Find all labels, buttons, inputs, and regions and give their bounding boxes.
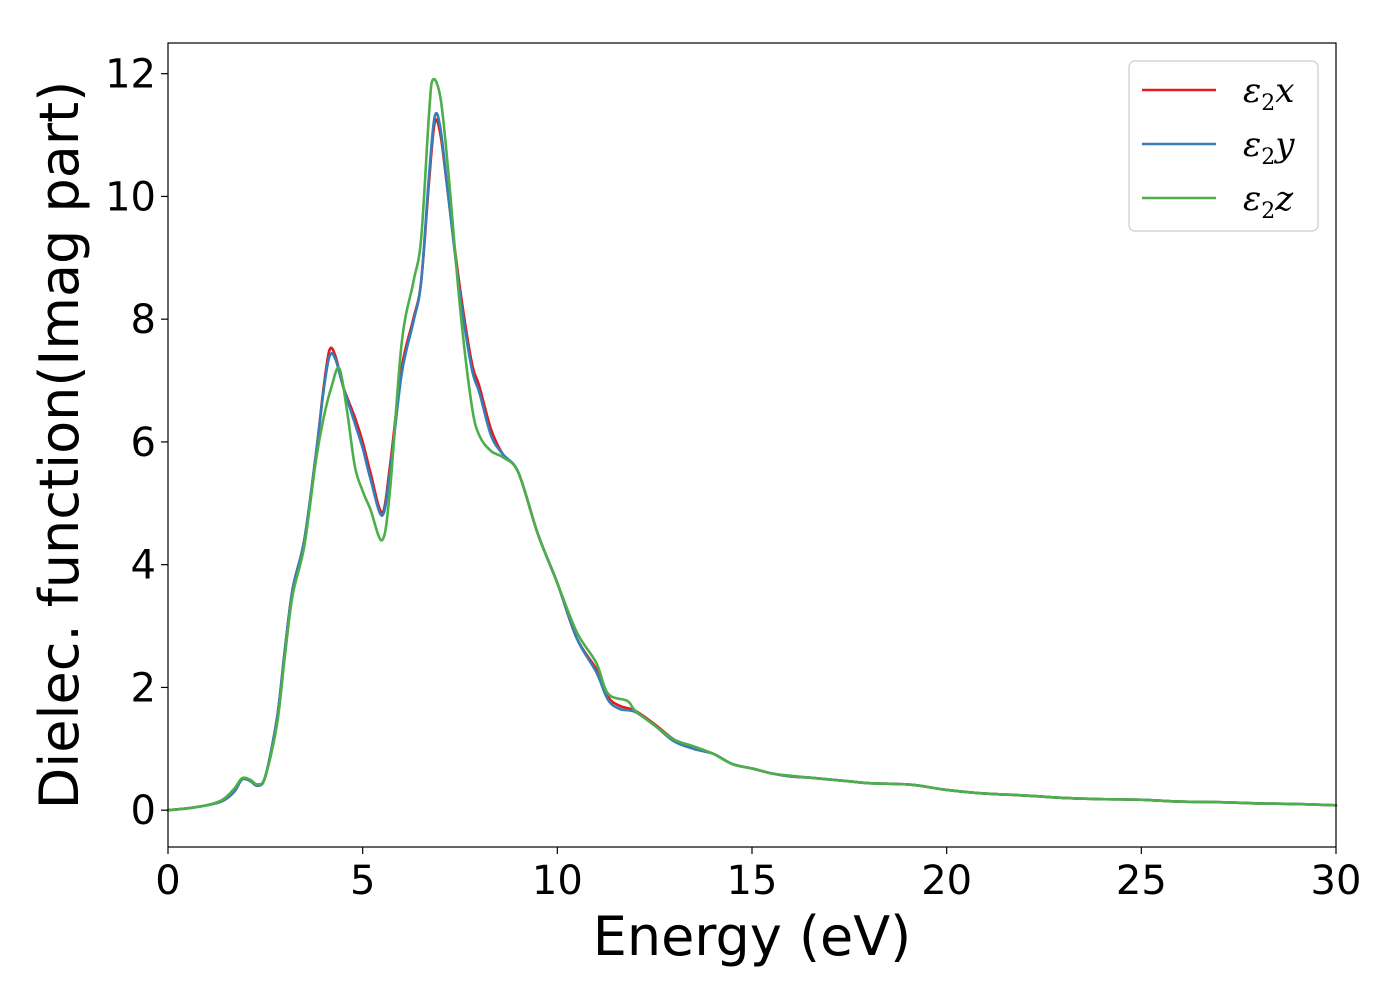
x-tick-label: 25 <box>1116 858 1167 904</box>
plot-lines <box>166 77 1338 812</box>
legend-label-suffix: x <box>1275 71 1294 111</box>
legend-label-base: ε <box>1243 71 1261 111</box>
y-axis: 0 2 4 6 8 10 12 <box>105 52 168 834</box>
legend-label-suffix: z <box>1274 179 1294 219</box>
y-tick-label: 4 <box>131 543 156 589</box>
x-tick-label: 0 <box>155 858 180 904</box>
legend-label-subscript: 2 <box>1261 145 1275 170</box>
series-line-z <box>166 77 1338 812</box>
y-tick-label: 10 <box>105 174 156 220</box>
legend-label-suffix: y <box>1273 125 1295 165</box>
x-tick-label: 20 <box>921 858 972 904</box>
x-tick-label: 15 <box>727 858 778 904</box>
y-tick-label: 2 <box>131 665 156 711</box>
y-tick-label: 0 <box>131 788 156 834</box>
x-tick-label: 30 <box>1311 858 1362 904</box>
legend-label-subscript: 2 <box>1261 199 1275 224</box>
x-axis-title: Energy (eV) <box>593 905 912 968</box>
y-tick-label: 12 <box>105 52 156 98</box>
legend-label-y: ε2y <box>1243 125 1295 170</box>
x-axis: 0 5 10 15 20 25 30 <box>155 847 1361 904</box>
legend-box <box>1128 60 1319 232</box>
y-axis-title: Dielec. function(Imag part) <box>28 81 91 810</box>
legend-label-base: ε <box>1243 179 1261 219</box>
legend-label-x: ε2x <box>1243 71 1294 116</box>
legend-label-z: ε2z <box>1243 179 1294 224</box>
x-tick-label: 10 <box>532 858 583 904</box>
y-tick-label: 8 <box>131 297 156 343</box>
x-tick-label: 5 <box>350 858 375 904</box>
legend-label-base: ε <box>1243 125 1261 165</box>
legend-label-subscript: 2 <box>1261 91 1275 116</box>
y-tick-label: 6 <box>131 420 156 466</box>
